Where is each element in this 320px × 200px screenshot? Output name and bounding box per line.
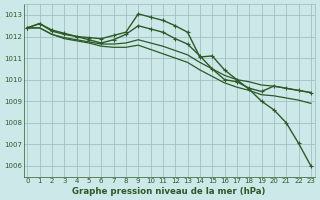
X-axis label: Graphe pression niveau de la mer (hPa): Graphe pression niveau de la mer (hPa) [72, 187, 266, 196]
